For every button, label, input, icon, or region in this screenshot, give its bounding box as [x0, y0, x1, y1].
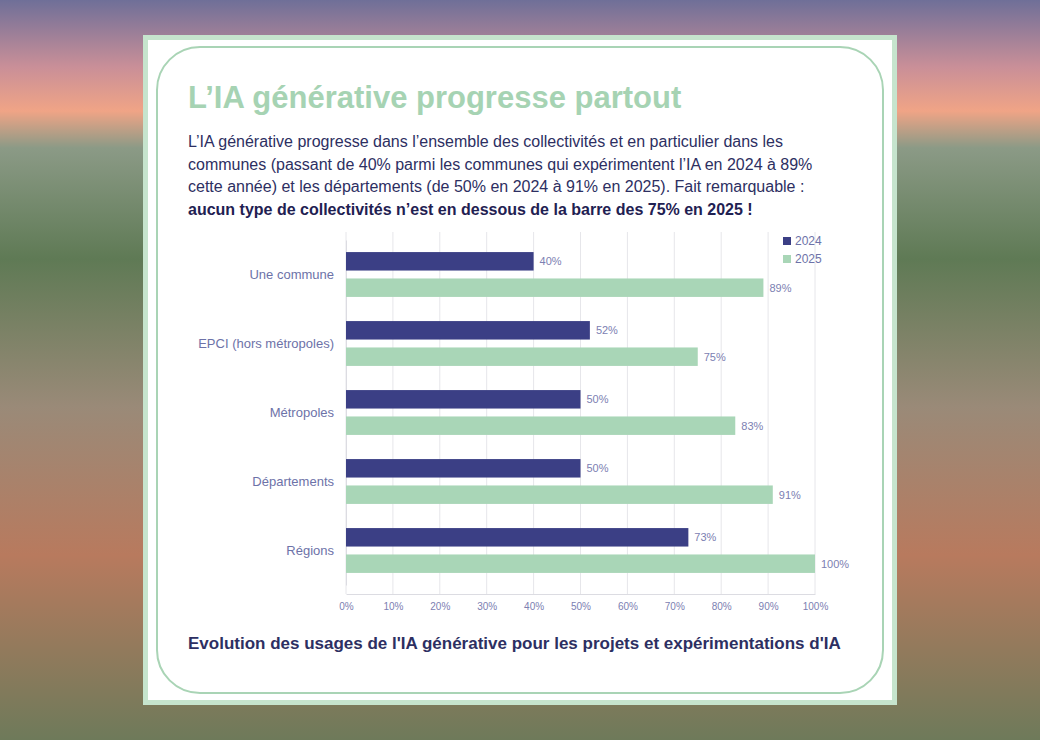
x-tick: 60% — [618, 594, 638, 612]
x-axis: 0% 10% 20% 30% 40% 50% 60% 70% 80% 90% 100% — [339, 594, 828, 612]
x-tick: 70% — [665, 594, 685, 612]
x-tick: 0% — [339, 594, 354, 612]
bar — [346, 485, 773, 503]
grid-line — [815, 232, 816, 594]
intro-text: L’IA générative progresse dans l’ensembl… — [188, 133, 812, 195]
x-tick: 40% — [524, 594, 544, 612]
y-tick: Une commune — [249, 267, 346, 282]
data-label: 100% — [821, 558, 849, 570]
y-tick: Métropoles — [270, 405, 346, 420]
chart-title: Evolution des usages de l'IA générative … — [188, 634, 841, 654]
grid — [346, 232, 815, 594]
legend-swatch — [783, 255, 791, 263]
x-tick-label: 30% — [477, 601, 497, 612]
data-label: 52% — [596, 324, 618, 336]
data-label: 91% — [779, 489, 801, 501]
category-label: Régions — [286, 543, 334, 558]
x-tick-label: 100% — [803, 601, 829, 612]
x-tick: 90% — [759, 594, 779, 612]
intro: L’IA générative progresse dans l’ensembl… — [188, 131, 843, 221]
data-label: 75% — [704, 351, 726, 363]
y-tick: Régions — [286, 543, 346, 558]
bar — [346, 459, 581, 477]
legend: 2024 2025 — [783, 234, 822, 266]
data-label: 50% — [587, 393, 609, 405]
bar — [346, 252, 534, 270]
x-tick-label: 90% — [759, 601, 779, 612]
y-axis: Une commune EPCI (hors métropoles) Métropo… — [198, 241, 346, 586]
intro-bold: aucun type de collectivités n’est en des… — [188, 199, 843, 222]
bar — [346, 554, 815, 572]
category-label: Départements — [252, 474, 334, 489]
data-label: 89% — [769, 282, 791, 294]
data-label: 73% — [694, 531, 716, 543]
x-tick: 30% — [477, 594, 497, 612]
data-label: 50% — [587, 462, 609, 474]
x-tick: 100% — [803, 594, 829, 612]
x-tick-label: 70% — [665, 601, 685, 612]
x-tick-label: 10% — [383, 601, 403, 612]
category-label: Une commune — [249, 267, 334, 282]
x-tick-label: 80% — [712, 601, 732, 612]
bar — [346, 347, 698, 365]
bar — [346, 390, 581, 408]
x-tick: 20% — [430, 594, 450, 612]
x-tick-label: 0% — [339, 601, 354, 612]
chart: 0% 10% 20% 30% 40% 50% 60% 70% 80% 90% 100% Une com… — [0, 0, 1040, 740]
x-tick-label: 60% — [618, 601, 638, 612]
x-tick: 80% — [712, 594, 732, 612]
legend-swatch — [783, 237, 791, 245]
legend-label: 2025 — [795, 252, 822, 266]
data-label: 83% — [741, 420, 763, 432]
x-tick: 10% — [383, 594, 403, 612]
category-label: Métropoles — [270, 405, 335, 420]
x-tick: 50% — [571, 594, 591, 612]
x-tick-label: 40% — [524, 601, 544, 612]
y-tick: Départements — [252, 474, 346, 489]
x-tick-label: 20% — [430, 601, 450, 612]
legend-label: 2024 — [795, 234, 822, 248]
bar — [346, 278, 763, 296]
legend-item: 2024 — [783, 234, 822, 248]
heading: L’IA générative progresse partout — [188, 80, 681, 116]
x-axis-line — [347, 594, 816, 595]
y-tick: EPCI (hors métropoles) — [198, 336, 346, 351]
bar — [346, 416, 735, 434]
data-label: 40% — [540, 255, 562, 267]
legend-item: 2025 — [783, 252, 822, 266]
category-label: EPCI (hors métropoles) — [198, 336, 334, 351]
bar — [346, 321, 590, 339]
bars — [346, 252, 815, 573]
bar — [346, 528, 688, 546]
x-tick-label: 50% — [571, 601, 591, 612]
data-labels: 40% 52% 50% 50% 73% 89% 75% 83% 91% 100% — [540, 255, 850, 569]
